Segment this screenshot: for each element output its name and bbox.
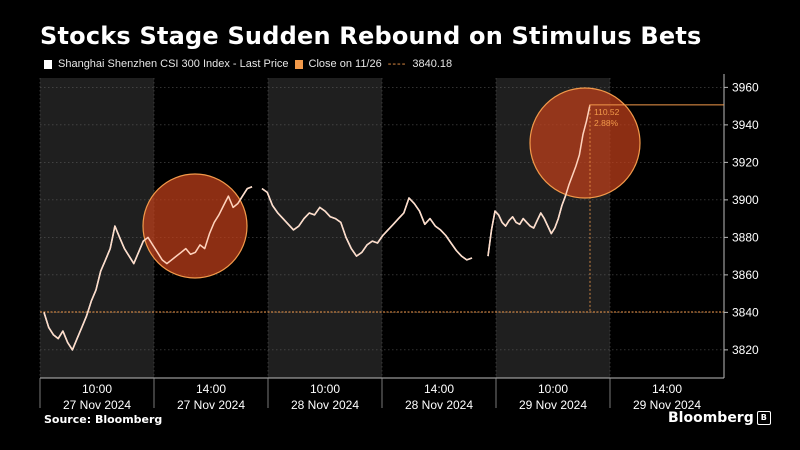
x-tick-label: 10:00 — [538, 382, 568, 396]
x-tick-label: 10:00 — [310, 382, 340, 396]
legend-swatch-reference — [294, 59, 303, 69]
y-tick-label: 3960 — [732, 80, 759, 94]
x-date-label: 28 Nov 2024 — [405, 398, 473, 412]
annotation-pct: 2.88% — [594, 118, 619, 128]
series-line-overlay — [261, 188, 473, 261]
x-date-label: 27 Nov 2024 — [177, 398, 245, 412]
highlight-circle — [142, 173, 248, 279]
legend-reference-label: Close on 11/26 — [308, 58, 382, 70]
x-tick-label: 14:00 — [424, 382, 454, 396]
legend-series-label: Shanghai Shenzhen CSI 300 Index - Last P… — [58, 58, 289, 70]
y-tick-label: 3860 — [732, 268, 759, 282]
y-tick-label: 3940 — [732, 118, 759, 132]
legend-reference-value: 3840.18 — [412, 58, 453, 70]
x-tick-label: 14:00 — [196, 382, 226, 396]
series-line-overlay — [487, 104, 591, 257]
y-tick-label: 3880 — [732, 230, 759, 244]
source-note: Source: Bloomberg — [44, 413, 163, 426]
x-tick-label: 10:00 — [82, 382, 112, 396]
x-date-label: 29 Nov 2024 — [633, 398, 701, 412]
y-tick-label: 3920 — [732, 155, 759, 169]
brand-label: Bloomberg — [668, 410, 754, 426]
session-shade-band — [268, 78, 382, 378]
legend-swatch-series — [44, 59, 52, 69]
highlight-circle — [529, 87, 641, 199]
legend-dash-icon: ---- — [387, 58, 407, 70]
x-date-label: 27 Nov 2024 — [63, 398, 131, 412]
y-tick-label: 3840 — [732, 305, 759, 319]
x-date-label: 29 Nov 2024 — [519, 398, 587, 412]
bloomberg-logo: Bloomberg B — [668, 410, 771, 426]
x-date-label: 28 Nov 2024 — [291, 398, 359, 412]
series-line-overlay — [43, 186, 253, 351]
x-tick-label: 14:00 — [652, 382, 682, 396]
session-shade-band — [40, 78, 154, 378]
bloomberg-icon: B — [756, 411, 771, 425]
y-tick-label: 3900 — [732, 193, 759, 207]
legend: Shanghai Shenzhen CSI 300 Index - Last P… — [44, 58, 452, 70]
y-tick-label: 3820 — [732, 343, 759, 357]
chart-title: Stocks Stage Sudden Rebound on Stimulus … — [40, 22, 702, 50]
annotation-change: 110.52 — [594, 107, 620, 117]
